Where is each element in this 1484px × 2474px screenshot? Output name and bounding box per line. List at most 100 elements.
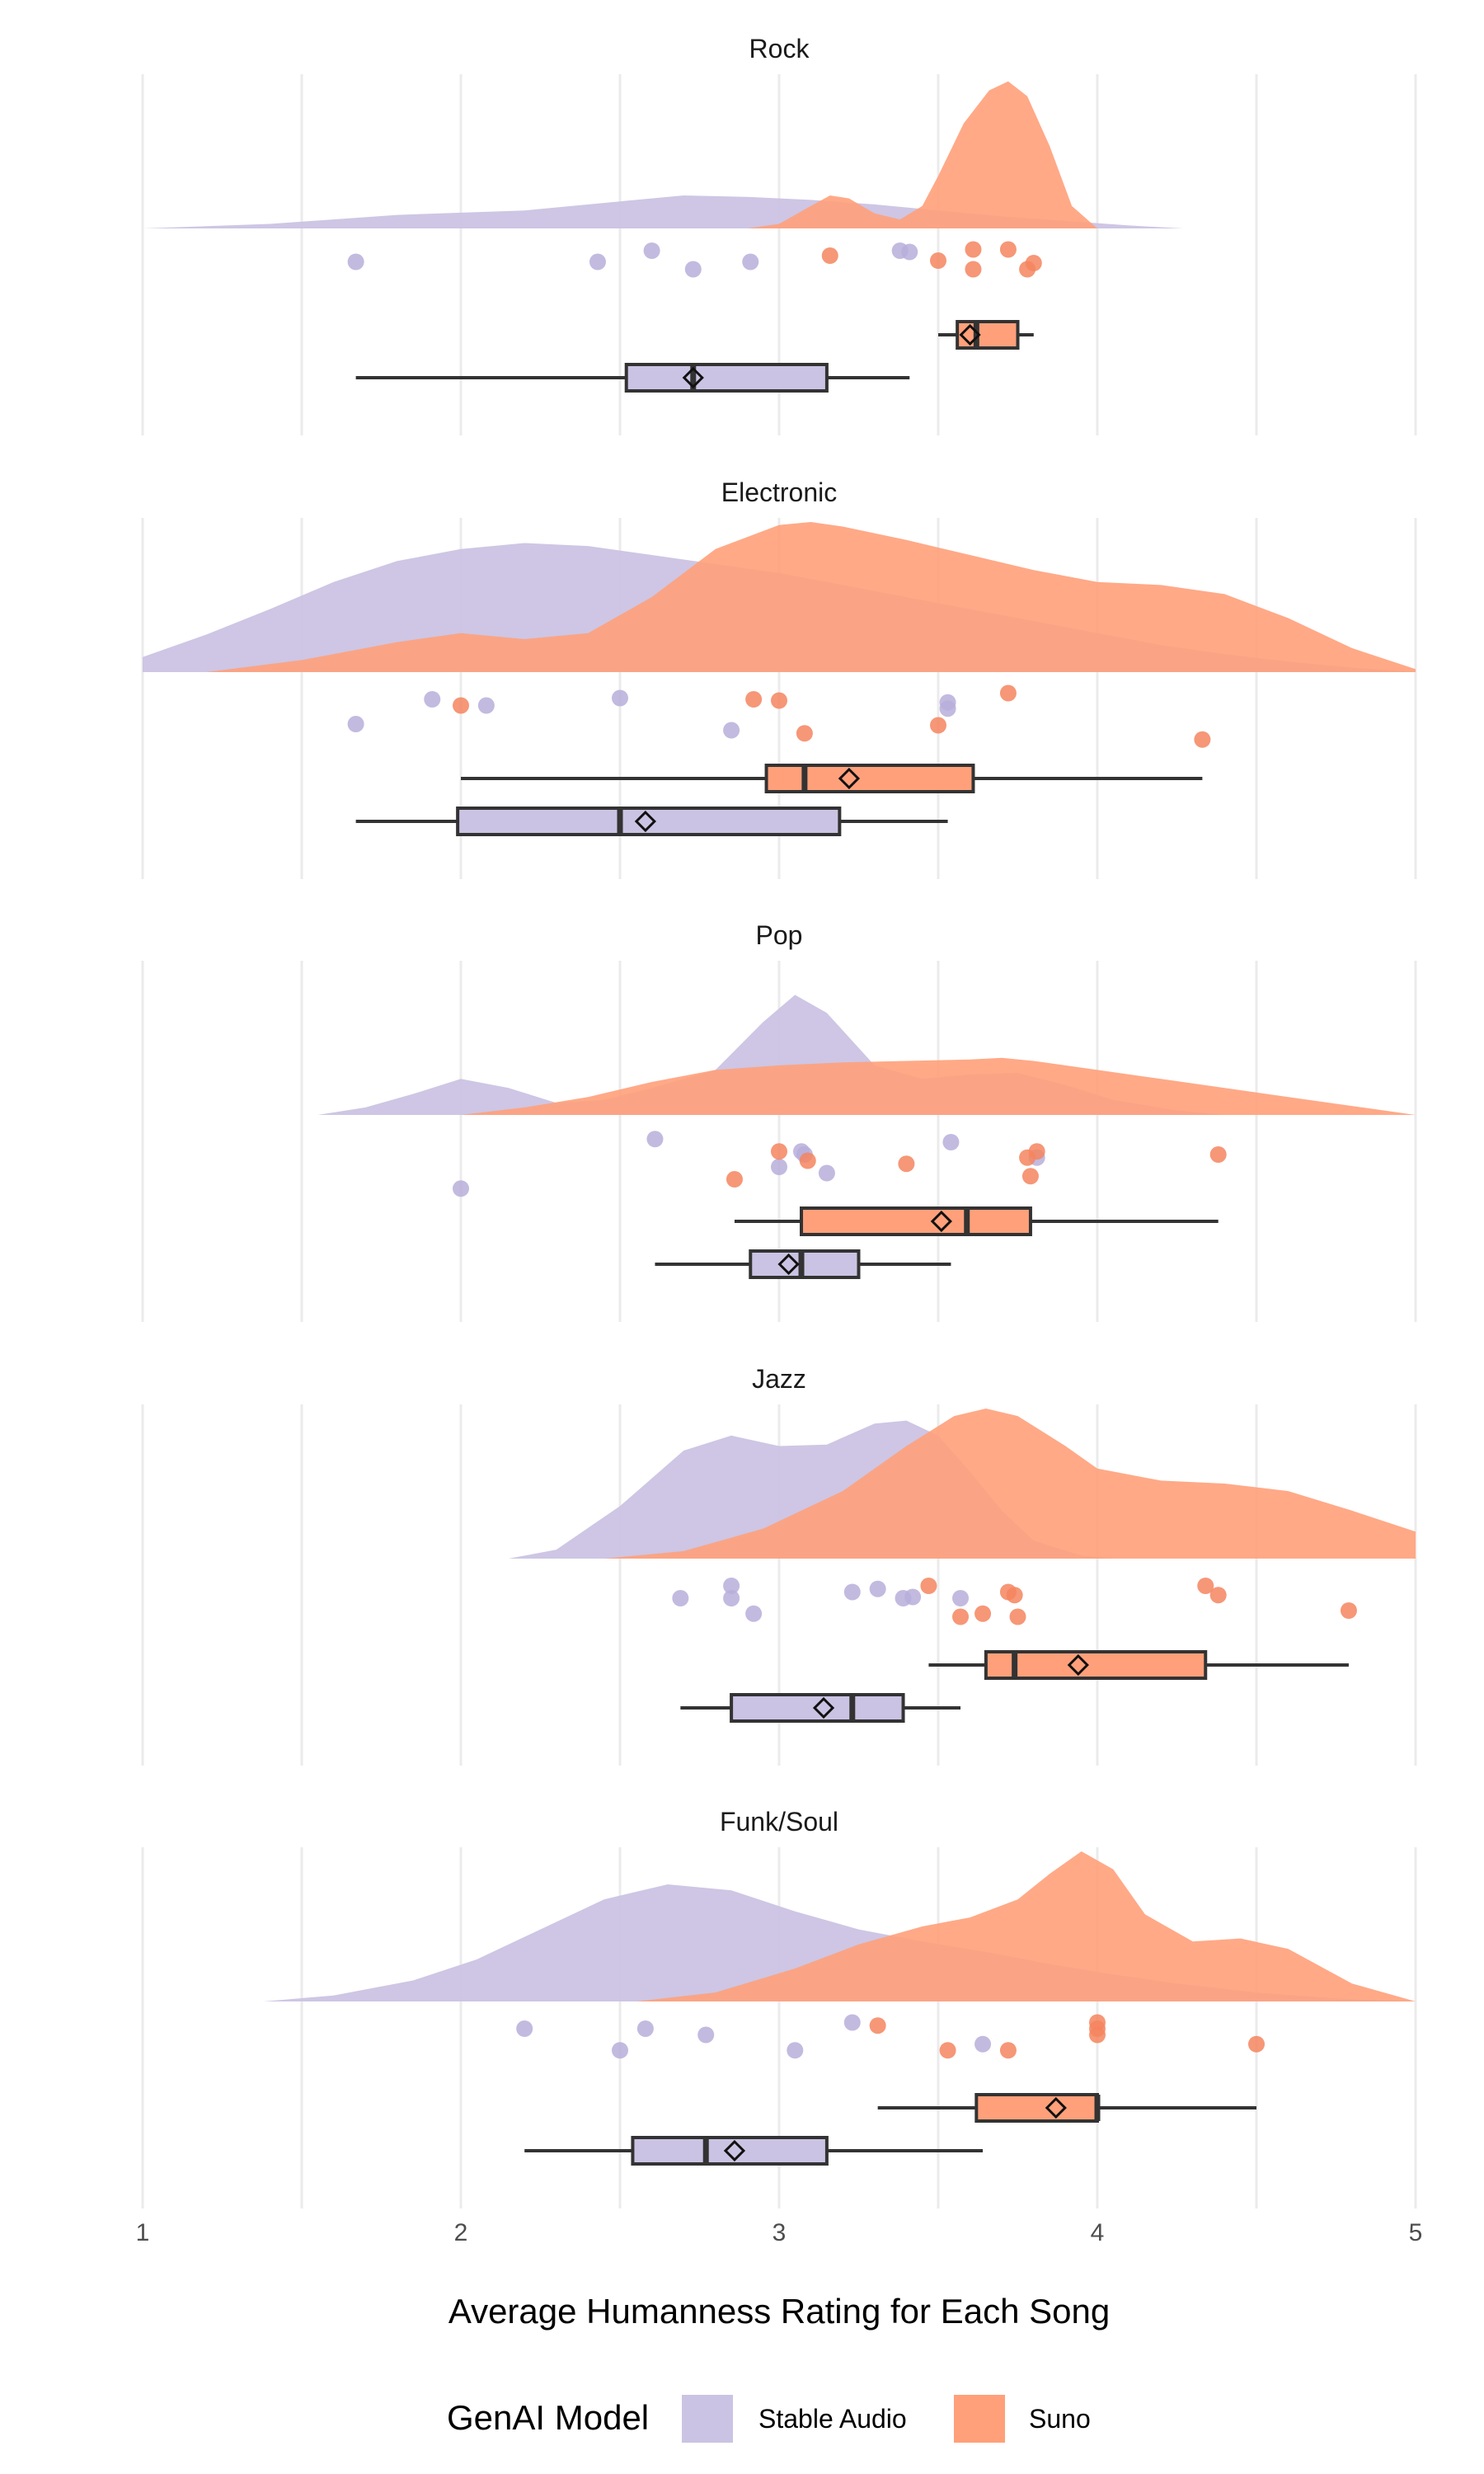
legend-label-suno: Suno [1029,2404,1091,2434]
facet-rock: Rock [141,34,1417,435]
mean-marker [1067,1653,1089,1677]
mean-marker [1045,2096,1067,2119]
point-suno [869,2017,886,2034]
boxplot-suno [877,2093,1256,2123]
mean-marker [838,767,861,790]
mean-marker [812,1696,835,1719]
boxplot-stable-audio [524,2136,984,2166]
point-suno [1028,1143,1045,1160]
facet-electronic: Electronic [141,477,1417,879]
point-suno [1209,1587,1227,1604]
point-stable-audio [742,253,759,270]
point-suno [796,725,813,742]
mean-marker [682,366,704,389]
point-suno [898,1155,915,1173]
point-stable-audio [589,253,606,270]
x-tick-label: 1 [136,2219,150,2246]
box-iqr [800,1206,1032,1236]
mean-marker [634,810,657,833]
x-axis: 1 2 3 4 5 [136,2219,1423,2246]
point-suno [1089,2026,1106,2044]
box-iqr [730,1693,905,1723]
boxplot-stable-audio [355,363,910,393]
point-stable-audio [974,2035,992,2053]
density-suno [603,1409,1416,1559]
legend-key-suno [954,2395,1005,2443]
mean-marker [777,1253,800,1276]
density-stable-audio [263,1884,1416,2001]
point-suno [930,717,946,734]
point-stable-audio [347,253,364,270]
box-iqr [974,2093,1099,2123]
facet-title-jazz: Jazz [752,1364,806,1394]
point-suno [1209,1146,1227,1163]
point-suno [1340,1602,1357,1619]
point-suno [939,2042,956,2059]
point-stable-audio [869,1580,886,1597]
box-iqr [624,363,829,393]
point-stable-audio [347,716,364,732]
x-tick-label: 4 [1091,2219,1105,2246]
point-suno [999,684,1017,702]
boxplot-stable-audio [355,807,948,836]
box-iqr [749,1249,861,1279]
box-iqr [631,2136,829,2166]
point-stable-audio [453,1180,469,1197]
point-stable-audio [723,1590,740,1606]
point-suno [745,691,763,708]
point-stable-audio [904,1588,922,1606]
x-tick-label: 2 [454,2219,468,2246]
box-iqr [764,764,975,793]
point-suno [771,1143,787,1160]
boxplot-suno [938,320,1034,350]
point-stable-audio [697,2026,715,2044]
box-iqr [456,807,842,836]
point-suno [453,697,469,714]
facet-pop: Pop [141,920,1417,1322]
point-stable-audio [771,1159,787,1175]
facet-funk-soul: Funk/Soul [141,1807,1417,2208]
density-suno [206,522,1416,672]
box-iqr [956,320,1020,350]
point-suno [1009,1608,1026,1625]
point-suno [930,252,946,269]
point-suno [920,1578,937,1594]
point-stable-audio [745,1605,763,1622]
point-stable-audio [843,1583,861,1601]
point-stable-audio [636,2020,654,2037]
mean-marker [930,1210,952,1233]
legend-title: GenAI Model [447,2398,649,2437]
point-suno [965,261,982,278]
point-stable-audio [477,697,495,714]
point-suno [771,692,787,709]
point-stable-audio [516,2020,533,2037]
legend-label-stable-audio: Stable Audio [758,2404,907,2434]
point-suno [1006,1587,1023,1604]
x-tick-label: 3 [773,2219,787,2246]
point-stable-audio [901,243,918,261]
point-suno [799,1152,816,1169]
point-stable-audio [723,722,740,739]
point-stable-audio [952,1590,970,1606]
point-suno [1194,731,1211,748]
density-suno [747,81,1097,228]
facet-title-rock: Rock [749,34,810,63]
point-suno [999,2042,1017,2059]
mean-marker [723,2139,746,2162]
point-stable-audio [818,1164,835,1182]
facet-title-electronic: Electronic [721,477,838,507]
point-suno [821,247,838,264]
point-stable-audio [787,2042,804,2059]
point-suno [974,1605,992,1622]
point-stable-audio [643,242,660,259]
point-stable-audio [646,1131,664,1148]
box-iqr [984,1650,1208,1680]
point-stable-audio [843,2014,861,2031]
point-suno [999,241,1017,258]
point-suno [1248,2035,1265,2053]
point-suno [1019,261,1036,278]
density-suno [461,1057,1416,1115]
point-suno [952,1608,970,1625]
facet-title-funk-soul: Funk/Soul [720,1807,838,1837]
